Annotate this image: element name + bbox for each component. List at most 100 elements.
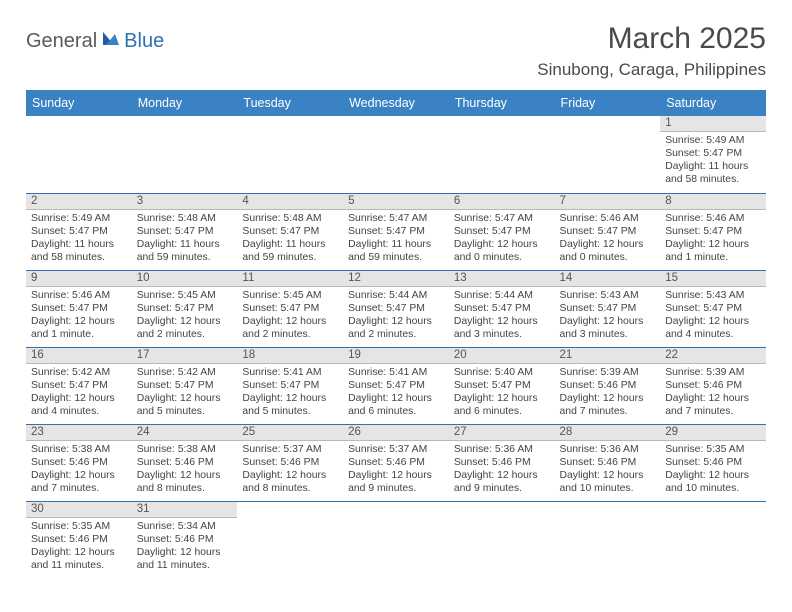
day-detail: Sunrise: 5:35 AMSunset: 5:46 PMDaylight:… <box>26 518 132 575</box>
calendar-cell: 27Sunrise: 5:36 AMSunset: 5:46 PMDayligh… <box>449 424 555 501</box>
day-number: 9 <box>26 271 132 287</box>
calendar-table: SundayMondayTuesdayWednesdayThursdayFrid… <box>26 90 766 578</box>
calendar-cell: 13Sunrise: 5:44 AMSunset: 5:47 PMDayligh… <box>449 270 555 347</box>
calendar-cell <box>555 116 661 193</box>
calendar-cell: 17Sunrise: 5:42 AMSunset: 5:47 PMDayligh… <box>132 347 238 424</box>
day-number: 11 <box>237 271 343 287</box>
calendar-cell: 14Sunrise: 5:43 AMSunset: 5:47 PMDayligh… <box>555 270 661 347</box>
day-detail: Sunrise: 5:35 AMSunset: 5:46 PMDaylight:… <box>660 441 766 498</box>
day-number: 23 <box>26 425 132 441</box>
weekday-header: Sunday <box>26 90 132 116</box>
day-number: 14 <box>555 271 661 287</box>
calendar-cell: 5Sunrise: 5:47 AMSunset: 5:47 PMDaylight… <box>343 193 449 270</box>
calendar-cell <box>660 501 766 578</box>
day-detail: Sunrise: 5:39 AMSunset: 5:46 PMDaylight:… <box>555 364 661 421</box>
calendar-cell: 22Sunrise: 5:39 AMSunset: 5:46 PMDayligh… <box>660 347 766 424</box>
calendar-week-row: 16Sunrise: 5:42 AMSunset: 5:47 PMDayligh… <box>26 347 766 424</box>
day-number: 1 <box>660 116 766 132</box>
day-detail: Sunrise: 5:47 AMSunset: 5:47 PMDaylight:… <box>343 210 449 267</box>
calendar-cell: 23Sunrise: 5:38 AMSunset: 5:46 PMDayligh… <box>26 424 132 501</box>
calendar-cell: 7Sunrise: 5:46 AMSunset: 5:47 PMDaylight… <box>555 193 661 270</box>
calendar-cell <box>555 501 661 578</box>
day-number: 5 <box>343 194 449 210</box>
day-detail: Sunrise: 5:43 AMSunset: 5:47 PMDaylight:… <box>660 287 766 344</box>
logo-sail-icon <box>101 30 121 53</box>
day-number: 7 <box>555 194 661 210</box>
calendar-cell: 3Sunrise: 5:48 AMSunset: 5:47 PMDaylight… <box>132 193 238 270</box>
calendar-cell: 11Sunrise: 5:45 AMSunset: 5:47 PMDayligh… <box>237 270 343 347</box>
day-number: 10 <box>132 271 238 287</box>
calendar-week-row: 2Sunrise: 5:49 AMSunset: 5:47 PMDaylight… <box>26 193 766 270</box>
day-number: 22 <box>660 348 766 364</box>
day-number: 27 <box>449 425 555 441</box>
day-detail: Sunrise: 5:38 AMSunset: 5:46 PMDaylight:… <box>26 441 132 498</box>
day-number: 31 <box>132 502 238 518</box>
day-detail: Sunrise: 5:34 AMSunset: 5:46 PMDaylight:… <box>132 518 238 575</box>
calendar-cell: 15Sunrise: 5:43 AMSunset: 5:47 PMDayligh… <box>660 270 766 347</box>
day-number: 4 <box>237 194 343 210</box>
calendar-cell: 21Sunrise: 5:39 AMSunset: 5:46 PMDayligh… <box>555 347 661 424</box>
day-number: 28 <box>555 425 661 441</box>
calendar-header-row: SundayMondayTuesdayWednesdayThursdayFrid… <box>26 90 766 116</box>
day-detail: Sunrise: 5:36 AMSunset: 5:46 PMDaylight:… <box>449 441 555 498</box>
day-detail: Sunrise: 5:49 AMSunset: 5:47 PMDaylight:… <box>660 132 766 189</box>
day-number: 13 <box>449 271 555 287</box>
weekday-header: Monday <box>132 90 238 116</box>
calendar-cell <box>237 501 343 578</box>
day-number: 26 <box>343 425 449 441</box>
calendar-cell: 20Sunrise: 5:40 AMSunset: 5:47 PMDayligh… <box>449 347 555 424</box>
calendar-cell: 10Sunrise: 5:45 AMSunset: 5:47 PMDayligh… <box>132 270 238 347</box>
day-number: 29 <box>660 425 766 441</box>
day-number: 12 <box>343 271 449 287</box>
day-detail: Sunrise: 5:43 AMSunset: 5:47 PMDaylight:… <box>555 287 661 344</box>
day-number: 24 <box>132 425 238 441</box>
day-number: 6 <box>449 194 555 210</box>
day-detail: Sunrise: 5:40 AMSunset: 5:47 PMDaylight:… <box>449 364 555 421</box>
calendar-cell: 30Sunrise: 5:35 AMSunset: 5:46 PMDayligh… <box>26 501 132 578</box>
day-detail: Sunrise: 5:41 AMSunset: 5:47 PMDaylight:… <box>343 364 449 421</box>
logo: General Blue <box>26 30 164 53</box>
weekday-header: Saturday <box>660 90 766 116</box>
day-detail: Sunrise: 5:49 AMSunset: 5:47 PMDaylight:… <box>26 210 132 267</box>
calendar-cell <box>449 116 555 193</box>
calendar-body: 1Sunrise: 5:49 AMSunset: 5:47 PMDaylight… <box>26 116 766 578</box>
month-title: March 2025 <box>537 22 766 56</box>
day-number: 18 <box>237 348 343 364</box>
calendar-cell <box>26 116 132 193</box>
day-detail: Sunrise: 5:47 AMSunset: 5:47 PMDaylight:… <box>449 210 555 267</box>
calendar-cell: 1Sunrise: 5:49 AMSunset: 5:47 PMDaylight… <box>660 116 766 193</box>
day-detail: Sunrise: 5:37 AMSunset: 5:46 PMDaylight:… <box>343 441 449 498</box>
day-detail: Sunrise: 5:44 AMSunset: 5:47 PMDaylight:… <box>449 287 555 344</box>
day-detail: Sunrise: 5:48 AMSunset: 5:47 PMDaylight:… <box>237 210 343 267</box>
calendar-cell <box>343 116 449 193</box>
calendar-cell: 4Sunrise: 5:48 AMSunset: 5:47 PMDaylight… <box>237 193 343 270</box>
calendar-cell: 16Sunrise: 5:42 AMSunset: 5:47 PMDayligh… <box>26 347 132 424</box>
day-detail: Sunrise: 5:45 AMSunset: 5:47 PMDaylight:… <box>237 287 343 344</box>
day-number: 8 <box>660 194 766 210</box>
calendar-cell: 29Sunrise: 5:35 AMSunset: 5:46 PMDayligh… <box>660 424 766 501</box>
day-number: 19 <box>343 348 449 364</box>
day-detail: Sunrise: 5:39 AMSunset: 5:46 PMDaylight:… <box>660 364 766 421</box>
logo-text-general: General <box>26 30 97 53</box>
calendar-cell: 26Sunrise: 5:37 AMSunset: 5:46 PMDayligh… <box>343 424 449 501</box>
day-detail: Sunrise: 5:37 AMSunset: 5:46 PMDaylight:… <box>237 441 343 498</box>
weekday-header: Wednesday <box>343 90 449 116</box>
day-detail: Sunrise: 5:45 AMSunset: 5:47 PMDaylight:… <box>132 287 238 344</box>
weekday-header: Friday <box>555 90 661 116</box>
day-number: 25 <box>237 425 343 441</box>
day-number: 15 <box>660 271 766 287</box>
day-detail: Sunrise: 5:46 AMSunset: 5:47 PMDaylight:… <box>660 210 766 267</box>
calendar-week-row: 9Sunrise: 5:46 AMSunset: 5:47 PMDaylight… <box>26 270 766 347</box>
day-detail: Sunrise: 5:38 AMSunset: 5:46 PMDaylight:… <box>132 441 238 498</box>
day-detail: Sunrise: 5:46 AMSunset: 5:47 PMDaylight:… <box>555 210 661 267</box>
day-detail: Sunrise: 5:41 AMSunset: 5:47 PMDaylight:… <box>237 364 343 421</box>
calendar-cell: 25Sunrise: 5:37 AMSunset: 5:46 PMDayligh… <box>237 424 343 501</box>
day-detail: Sunrise: 5:36 AMSunset: 5:46 PMDaylight:… <box>555 441 661 498</box>
day-number: 2 <box>26 194 132 210</box>
day-detail: Sunrise: 5:42 AMSunset: 5:47 PMDaylight:… <box>132 364 238 421</box>
calendar-cell: 2Sunrise: 5:49 AMSunset: 5:47 PMDaylight… <box>26 193 132 270</box>
calendar-cell <box>449 501 555 578</box>
calendar-cell: 8Sunrise: 5:46 AMSunset: 5:47 PMDaylight… <box>660 193 766 270</box>
day-number: 17 <box>132 348 238 364</box>
calendar-cell: 28Sunrise: 5:36 AMSunset: 5:46 PMDayligh… <box>555 424 661 501</box>
